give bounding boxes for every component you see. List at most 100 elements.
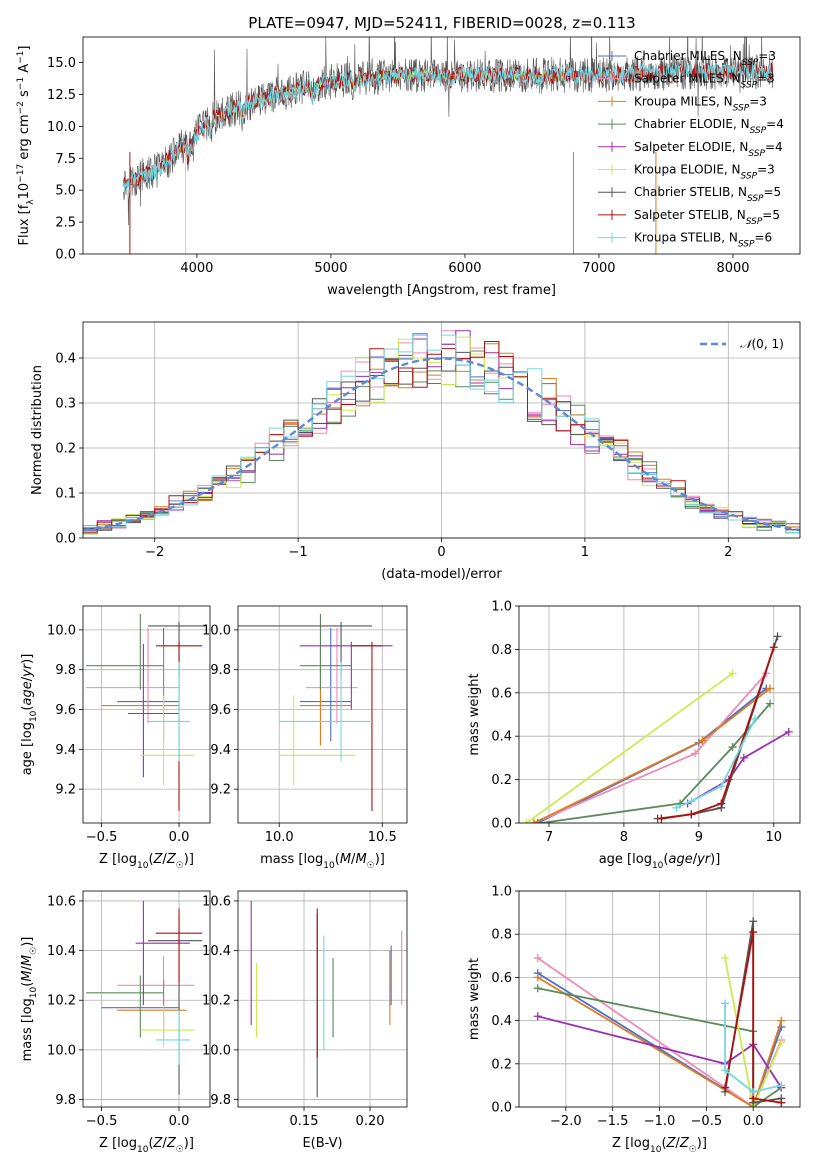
point-marker-kroupa-miles <box>533 973 542 982</box>
x-tick-label: 0.0 <box>743 1114 764 1129</box>
series-line-chabrier-miles <box>537 687 767 823</box>
y-tick-label: 10.4 <box>47 944 76 959</box>
y-tick-label: 2.5 <box>55 216 76 231</box>
point-marker-chabrier-stelib <box>773 632 782 641</box>
point-marker-salpeter-stelib <box>717 799 726 808</box>
legend-label-salpeter-miles: Salpeter MILES, NSSP=3 <box>634 72 775 91</box>
legend-label-salpeter-elodie: Salpeter ELODIE, NSSP=4 <box>634 140 783 159</box>
x-tick-label: 6000 <box>448 261 481 276</box>
y-tick-label: 12.5 <box>47 88 76 103</box>
y-tick-label: 0.4 <box>55 352 76 367</box>
mass-weight-vs-metallicity-panel: −2.0 −1.5 −1.0 −0.5 0.0 0.0 0.2 0.4 0.6 0.8 1.0 Z [… <box>467 885 801 1155</box>
point-marker-chabrier-elodie <box>533 984 542 993</box>
x-tick-label: 8 <box>620 830 628 845</box>
series-line-salpeter-elodie <box>537 1015 783 1089</box>
mass-vs-metallicity-panel: −0.5 0.0 9.8 10.0 10.2 10.4 10.6 Z [log10(Z/Z☉)… <box>20 890 211 1155</box>
y-tick-label: 9.8 <box>55 1093 76 1108</box>
y-tick-label: 1.0 <box>491 600 512 615</box>
series-line-salpeter-elodie <box>687 731 790 805</box>
y-axis-label: mass weight <box>467 673 482 755</box>
y-tick-label: 10.0 <box>202 1043 231 1058</box>
y-tick-label: 0.6 <box>491 686 512 701</box>
x-tick-label: 9 <box>695 830 703 845</box>
plot-area <box>533 917 786 1107</box>
point-marker-salpeter-stelib <box>657 814 666 823</box>
x-tick-label: 10.0 <box>265 830 294 845</box>
errorbar-chabrier-miles <box>299 627 352 742</box>
y-tick-label: 0.2 <box>55 442 76 457</box>
x-tick-label: 0 <box>437 545 445 560</box>
spectrum-panel: 4000 5000 6000 7000 8000 0.0 2.5 5.0 7.5 10.0 12.5… <box>16 36 801 298</box>
point-marker-chabrier-elodie <box>728 743 737 752</box>
x-tick-label: 1 <box>581 545 589 560</box>
y-tick-label: 10.6 <box>47 894 76 909</box>
point-marker-kroupa-stelib <box>672 803 681 812</box>
series-line-kroupa-stelib <box>676 718 756 809</box>
y-tick-label: 10.0 <box>47 623 76 638</box>
histogram-chabrier-stelib <box>83 351 800 534</box>
x-axis-label: age [log10(age/yr)] <box>599 852 721 871</box>
x-tick-label: 4000 <box>180 261 213 276</box>
point-marker-chabrier-stelib <box>749 917 758 926</box>
point-marker-salpeter-stelib <box>721 1083 730 1092</box>
plot-area <box>238 613 393 812</box>
mass-weight-vs-age-panel: 7 8 9 10 0.0 0.2 0.4 0.6 0.8 1.0 age [log10(age/yr… <box>467 600 801 871</box>
x-tick-label: 0.0 <box>169 1114 190 1129</box>
x-tick-label: 2 <box>724 545 732 560</box>
y-tick-label: 0.2 <box>491 773 512 788</box>
legend-label-chabrier-stelib: Chabrier STELIB, NSSP=5 <box>634 185 781 204</box>
mass-vs-extinction-panel: 0.15 0.20 9.8 10.0 10.2 10.4 10.6 E(B-V) <box>202 890 408 1151</box>
y-tick-label: 0.8 <box>491 643 512 658</box>
x-axis-label: Z [log10(Z/Z☉)] <box>612 1136 707 1155</box>
y-tick-label: 0.0 <box>491 817 512 832</box>
x-tick-label: 0.0 <box>169 830 190 845</box>
point-marker-salpeter-elodie <box>784 727 793 736</box>
series-kroupa-stelib <box>721 999 786 1096</box>
y-tick-label: 9.8 <box>55 663 76 678</box>
y-tick-label: 0.1 <box>55 487 76 502</box>
y-tick-label: 0.6 <box>491 971 512 986</box>
y-tick-label: 0.2 <box>491 1057 512 1072</box>
y-tick-label: 9.8 <box>210 663 231 678</box>
x-tick-label: 10 <box>765 830 782 845</box>
point-marker-kroupa-stelib <box>777 1081 786 1090</box>
y-tick-label: 5.0 <box>55 184 76 199</box>
legend-label-chabrier-miles: Chabrier MILES, NSSP=3 <box>634 49 776 68</box>
axes-frame <box>82 605 211 824</box>
point-marker-salpeter-elodie <box>739 753 748 762</box>
point-marker-kroupa-stelib <box>721 1066 730 1075</box>
y-axis-label: Flux [fλ10−17 erg cm−2 s−1 A−1] <box>16 46 36 246</box>
histogram-salpeter-stelib <box>83 341 800 533</box>
y-tick-label: 10.0 <box>202 623 231 638</box>
axes-frame <box>237 890 408 1108</box>
y-tick-label: 7.5 <box>55 152 76 167</box>
age-vs-mass-panel: 10.0 10.5 9.2 9.4 9.6 9.8 10.0 mass [log10(M/M☉… <box>202 605 408 871</box>
x-tick-label: −0.5 <box>86 1114 118 1129</box>
errorbar-salpeter-elodie <box>299 641 393 710</box>
axes-frame <box>82 321 801 539</box>
errorbar-kroupa-stelib <box>155 1010 190 1065</box>
y-tick-label: 10.6 <box>202 894 231 909</box>
y-tick-label: 0.3 <box>55 397 76 412</box>
x-tick-label: 7000 <box>582 261 615 276</box>
x-tick-label: 8000 <box>716 261 749 276</box>
axes-frame <box>518 605 801 824</box>
y-tick-label: 0.4 <box>491 1014 512 1029</box>
series-line-kroupa-elodie <box>525 672 734 823</box>
point-marker-kroupa-elodie <box>728 669 737 678</box>
y-tick-label: 9.4 <box>55 743 76 758</box>
x-tick-label: 5000 <box>314 261 347 276</box>
legend-label-kroupa-miles: Kroupa MILES, NSSP=3 <box>634 94 767 113</box>
point-marker-chabrier-elodie <box>537 819 546 823</box>
series-line-kroupa-stelib <box>724 1003 782 1093</box>
errorbar-chabrier-elodie <box>86 975 164 1038</box>
errorbar-kroupa-elodie <box>140 695 195 786</box>
x-tick-label: −1 <box>289 545 308 560</box>
series-line-kroupa-miles <box>537 976 783 1107</box>
y-tick-label: 9.6 <box>55 703 76 718</box>
point-marker-kroupa-stelib <box>749 1087 758 1096</box>
gaussian-legend-label: 𝒩(0, 1) <box>740 337 784 351</box>
plot-area <box>522 632 793 823</box>
point-marker-salpeter-stelib <box>769 643 778 652</box>
